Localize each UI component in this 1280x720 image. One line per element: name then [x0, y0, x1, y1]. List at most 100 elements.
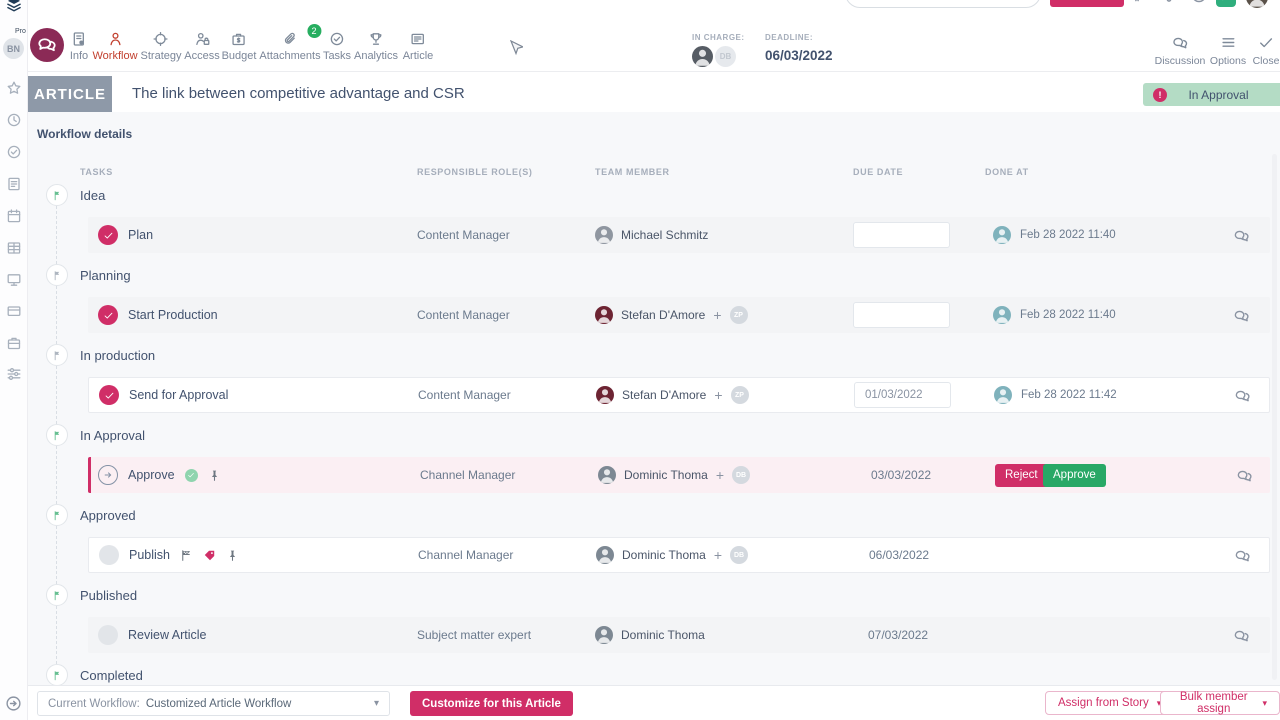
task-comments-icon[interactable] — [1234, 547, 1251, 564]
customize-article-button[interactable]: Customize for this Article — [410, 691, 573, 716]
card-icon[interactable] — [6, 303, 22, 319]
add-member-icon[interactable]: + — [714, 387, 723, 403]
task-comments-icon[interactable] — [1236, 467, 1253, 484]
workspace-badge[interactable]: BN — [3, 38, 24, 59]
close-button[interactable]: Close — [1253, 34, 1279, 67]
star-icon[interactable] — [6, 80, 22, 96]
milestone-label: Completed — [80, 667, 143, 683]
options-button[interactable]: Options — [1210, 34, 1246, 67]
task-open-checkbox[interactable] — [99, 545, 119, 565]
sliders-icon[interactable] — [6, 366, 22, 382]
member-avatar — [595, 306, 613, 324]
discussion-button[interactable]: Discussion — [1155, 34, 1205, 67]
layers-icon[interactable] — [5, 0, 23, 14]
deadline-value[interactable]: 06/03/2022 — [765, 48, 833, 63]
calendar-icon[interactable] — [6, 208, 22, 224]
bulk-member-assign-label: Bulk member assign — [1179, 691, 1248, 715]
flag-icon — [52, 270, 63, 281]
milestone-flag-circle — [46, 584, 68, 606]
task-member[interactable]: Dominic Thoma + DB — [596, 546, 748, 564]
discussion-icon — [1172, 34, 1189, 51]
member-initials-badge[interactable]: DB — [730, 546, 748, 564]
assign-from-story-button[interactable]: Assign from Story ▾ — [1045, 691, 1175, 715]
book-icon[interactable] — [1128, 0, 1146, 4]
note-icon[interactable] — [6, 176, 22, 192]
bell-icon[interactable] — [1160, 0, 1178, 4]
toolbar-tab-tasks[interactable]: Tasks — [323, 31, 351, 62]
member-initials-badge[interactable]: ZP — [730, 386, 749, 404]
member-initials-badge[interactable]: ZP — [729, 306, 748, 324]
toolbar-tab-article[interactable]: Article — [403, 31, 433, 62]
reject-button[interactable]: Reject — [995, 463, 1048, 487]
flag-icon — [52, 670, 63, 681]
add-member-icon[interactable]: + — [713, 547, 722, 563]
briefcase-icon[interactable] — [6, 335, 22, 351]
flag-icon — [52, 590, 63, 601]
task-role: Content Manager — [417, 228, 510, 242]
milestone-completed: Completed — [46, 663, 143, 687]
due-date-input[interactable] — [853, 302, 950, 328]
task-member[interactable]: Michael Schmitz — [595, 226, 708, 244]
current-workflow-value: Customized Article Workflow — [145, 697, 292, 710]
support-chat-widget[interactable] — [1216, 0, 1236, 7]
arrow-right-circle-icon[interactable] — [5, 695, 22, 712]
done-by-avatar — [993, 306, 1011, 324]
toolbar-tab-workflow[interactable]: Workflow — [92, 31, 138, 62]
toolbar-tab-info[interactable]: Info — [70, 31, 88, 62]
done-at-text: Feb 28 2022 11:42 — [1021, 389, 1117, 401]
bulk-member-assign-button[interactable]: Bulk member assign ▾ — [1160, 691, 1280, 715]
scrollbar[interactable] — [1272, 154, 1277, 680]
task-member[interactable]: Stefan D'Amore + ZP — [595, 306, 748, 324]
task-name: Review Article — [128, 628, 207, 642]
task-member[interactable]: Dominic Thoma + DB — [598, 466, 750, 484]
account-avatar[interactable] — [1246, 0, 1268, 8]
task-in-progress-icon[interactable] — [98, 465, 118, 485]
task-open-checkbox[interactable] — [98, 625, 118, 645]
member-name: Dominic Thoma — [621, 628, 705, 642]
in-charge-avatars[interactable]: DB — [692, 46, 736, 67]
global-search[interactable] — [845, 0, 1041, 8]
in-charge-avatar[interactable] — [692, 46, 713, 67]
task-name: Approve — [128, 468, 175, 482]
add-member-icon[interactable]: + — [715, 467, 724, 483]
question-icon[interactable] — [1190, 0, 1208, 4]
target-icon — [153, 31, 169, 47]
clock-icon[interactable] — [6, 112, 22, 128]
task-comments-icon[interactable] — [1233, 627, 1250, 644]
toolbar-tab-attachments[interactable]: 2 Attachments — [259, 24, 321, 62]
in-charge-initials-badge[interactable]: DB — [715, 46, 736, 67]
task-member[interactable]: Stefan D'Amore + ZP — [596, 386, 749, 404]
toolbar-tab-label: Attachments — [259, 50, 321, 62]
check-circle-icon — [329, 31, 345, 47]
task-row-publish: Publish Channel Manager Dominic Thoma + DB 06… — [88, 537, 1270, 573]
monitor-icon[interactable] — [6, 272, 22, 288]
task-done-icon — [98, 225, 118, 245]
toolbar-tab-strategy[interactable]: Strategy — [141, 31, 181, 62]
member-name: Michael Schmitz — [621, 228, 709, 242]
member-initials-badge[interactable]: DB — [732, 466, 750, 484]
toolbar-tab-budget[interactable]: Budget — [222, 31, 256, 62]
check-circle-icon[interactable] — [6, 144, 22, 160]
chevron-down-icon: ▾ — [1157, 698, 1162, 709]
task-member[interactable]: Dominic Thoma — [595, 626, 705, 644]
toolbar-tab-access[interactable]: Access — [184, 31, 220, 62]
due-date-input[interactable] — [854, 382, 951, 408]
arrow-right-icon — [102, 469, 114, 481]
current-workflow-select[interactable]: Current Workflow: Customized Article Wor… — [37, 691, 390, 716]
milestone-published: Published — [46, 583, 137, 607]
approve-button[interactable]: Approve — [1043, 463, 1106, 487]
add-member-icon[interactable]: + — [713, 307, 722, 323]
task-comments-icon[interactable] — [1234, 387, 1251, 404]
status-badge[interactable]: ! In Approval — [1143, 83, 1280, 106]
task-done-icon — [99, 385, 119, 405]
task-comments-icon[interactable] — [1233, 307, 1250, 324]
due-date-input[interactable] — [853, 222, 950, 248]
toolbar-tab-analytics[interactable]: Analytics — [354, 31, 398, 62]
milestone-approved: Approved — [46, 503, 136, 527]
member-avatar — [596, 386, 614, 404]
speech-bubbles-icon — [36, 34, 58, 56]
grid-icon[interactable] — [6, 240, 22, 256]
add-new-button[interactable]: Add New — [1050, 0, 1124, 7]
check-icon — [187, 471, 195, 479]
task-comments-icon[interactable] — [1233, 227, 1250, 244]
